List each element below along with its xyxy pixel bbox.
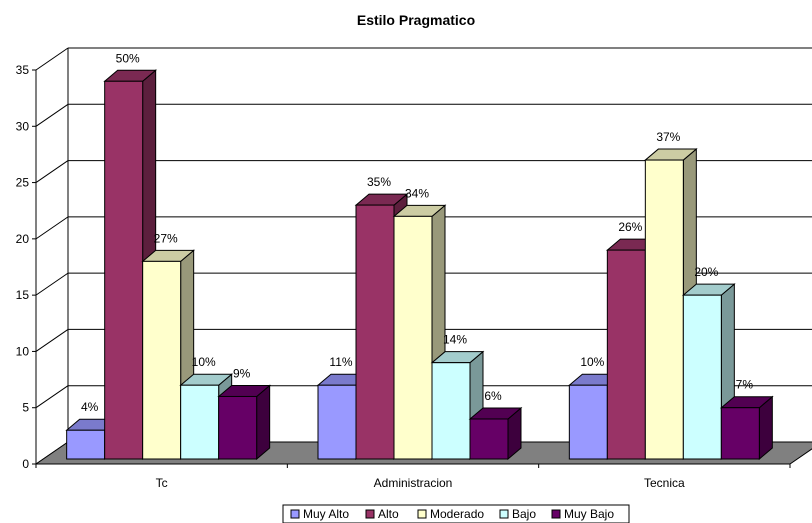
bar-side	[256, 384, 271, 461]
x-tick-label: Tecnica	[644, 476, 685, 490]
y-tick-label: 30	[16, 119, 30, 133]
bar	[217, 384, 272, 461]
bar-front	[606, 249, 646, 460]
legend-swatch	[365, 509, 375, 519]
gridline-side	[35, 47, 69, 71]
bar-front	[104, 80, 144, 460]
data-label: 50%	[116, 51, 140, 65]
gridline-side	[35, 385, 69, 409]
gridline-side	[35, 272, 69, 296]
bar-front	[142, 260, 182, 460]
bar	[468, 406, 523, 461]
data-label: 20%	[694, 265, 718, 279]
legend-label: Moderado	[430, 507, 484, 521]
bar-front	[644, 159, 684, 460]
data-label: 10%	[192, 355, 216, 369]
data-label: 26%	[618, 220, 642, 234]
data-label: 10%	[580, 355, 604, 369]
y-tick-label: 10	[16, 344, 30, 358]
bar-front	[393, 215, 433, 460]
bar-front	[180, 384, 220, 460]
bar-front	[355, 204, 395, 460]
data-label: 6%	[484, 389, 502, 403]
x-tick-label: Administracion	[374, 476, 453, 490]
data-label: 4%	[81, 400, 99, 414]
legend: Muy Alto Alto Moderado Bajo Muy Bajo	[282, 504, 630, 523]
gridline-side	[35, 103, 69, 127]
data-label: 35%	[367, 175, 391, 189]
legend-swatch	[551, 509, 561, 519]
y-tick-label: 5	[22, 401, 29, 415]
bar-front	[66, 429, 106, 460]
legend-label: Muy Alto	[303, 507, 349, 521]
legend-swatch	[290, 509, 300, 519]
y-tick-label: 20	[16, 232, 30, 246]
y-tick-label: 35	[16, 63, 30, 77]
y-tick-label: 0	[22, 457, 29, 471]
legend-label: Alto	[378, 507, 399, 521]
data-label: 34%	[405, 186, 429, 200]
bar-front	[317, 384, 357, 460]
bar-front	[469, 418, 509, 460]
data-label: 27%	[154, 231, 178, 245]
bar-front	[431, 362, 471, 460]
bars: 4% 50% 27% 10% 9% 11% 35% 34% 14% 6% 10% 26% 37% 20% 7…	[65, 51, 774, 461]
data-label: 9%	[233, 366, 251, 380]
gridline-side	[35, 160, 69, 183]
gridline-side	[35, 329, 69, 352]
bar-front	[218, 395, 258, 460]
data-label: 37%	[656, 130, 680, 144]
data-label: 7%	[736, 378, 754, 392]
bar	[392, 204, 447, 461]
legend-label: Muy Bajo	[564, 507, 614, 521]
y-tick-label: 25	[16, 176, 30, 190]
chart-title: Estilo Pragmatico	[357, 12, 475, 28]
y-tick-label: 15	[16, 288, 30, 302]
legend-swatch	[417, 509, 427, 519]
legend-swatch	[499, 509, 509, 519]
gridline-side	[35, 216, 69, 240]
bar	[719, 395, 774, 461]
bar-front	[568, 384, 608, 460]
data-label: 14%	[443, 333, 467, 347]
bar-front	[682, 294, 722, 460]
data-label: 11%	[329, 355, 352, 369]
legend-label: Bajo	[512, 507, 536, 521]
bar-front	[720, 407, 760, 460]
x-tick-label: Tc	[156, 476, 168, 490]
